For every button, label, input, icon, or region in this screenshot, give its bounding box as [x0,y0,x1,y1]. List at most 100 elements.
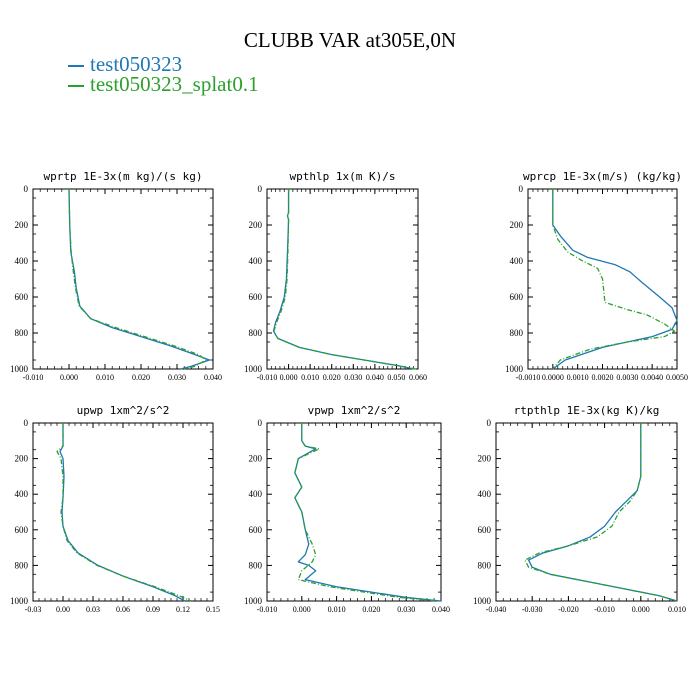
x-tick-label: 0.000 [280,373,298,382]
y-tick-label: 600 [15,292,29,302]
x-tick-label: 0.15 [206,605,220,614]
legend-label: test050323 [90,52,183,76]
legend-line-swatch [68,85,84,88]
page-title: CLUBB VAR at305E,0N [243,28,457,52]
series-line-test050323-splat0.1 [68,188,207,370]
series-line-test050323 [68,188,211,370]
legend-item-test050323: test050323 [68,52,182,77]
y-tick-label: 800 [15,560,29,570]
x-tick-label: 0.06 [116,605,130,614]
x-tick-label: 0.0000 [542,373,564,382]
x-tick-label: 0.0030 [616,373,638,382]
y-tick-label: 1000 [10,364,29,374]
y-tick-label: 0 [487,418,492,428]
series-line-test050323 [59,423,186,602]
y-tick-label: 600 [510,292,524,302]
x-tick-label: 0.040 [204,373,222,382]
chart-title: wpthlp 1x(m K)/s [290,170,396,183]
x-tick-label: -0.03 [25,605,42,614]
y-tick-label: 0 [258,184,263,194]
chart-panel-6: rtpthlp 1E-3x(kg K)/kg02004006008001000-… [473,404,686,614]
plot-frame [266,422,442,602]
x-tick-label: 0.020 [132,373,150,382]
x-tick-label: 0.010 [301,373,319,382]
x-tick-label: -0.010 [257,373,278,382]
x-tick-label: 0.09 [146,605,160,614]
y-tick-label: 0 [24,418,29,428]
x-tick-label: 0.03 [86,605,100,614]
y-tick-label: 200 [15,454,29,464]
x-tick-label: 0.020 [362,605,380,614]
y-tick-label: 800 [478,560,492,570]
x-tick-label: -0.020 [558,605,579,614]
y-tick-label: 400 [510,256,524,266]
y-tick-label: 0 [24,184,29,194]
series-line-test050323 [552,189,678,370]
x-tick-label: -0.040 [486,605,507,614]
plot-frame [495,422,678,602]
y-tick-label: 200 [249,220,263,230]
x-tick-label: 0.040 [366,373,384,382]
x-tick-label: 0.0040 [641,373,663,382]
x-tick-label: 0.040 [432,605,450,614]
y-tick-label: 1000 [244,364,263,374]
series-line-test050323-splat0.1 [56,423,192,602]
x-tick-label: 0.000 [293,605,311,614]
x-tick-label: 0.010 [96,373,114,382]
x-tick-label: 0.000 [60,373,78,382]
y-tick-label: 600 [249,525,263,535]
series-line-test050323-splat0.1 [273,189,416,370]
x-tick-label: 0.050 [387,373,405,382]
y-tick-label: 200 [249,454,263,464]
plot-frame [32,422,214,602]
y-tick-label: 0 [258,418,263,428]
y-tick-label: 600 [478,525,492,535]
y-tick-label: 800 [249,328,263,338]
y-tick-label: 400 [478,489,492,499]
legend-item-test050323-splat: test050323_splat0.1 [68,72,259,97]
x-tick-label: -0.010 [257,605,278,614]
y-tick-label: 200 [15,220,29,230]
x-tick-label: 0.0020 [592,373,614,382]
y-tick-label: 0 [519,184,524,194]
y-tick-label: 1000 [505,364,524,374]
chart-title: rtpthlp 1E-3x(kg K)/kg [514,404,660,417]
x-tick-label: 0.030 [344,373,362,382]
chart-title: upwp 1xm^2/s^2 [77,404,170,417]
y-tick-label: 800 [510,328,524,338]
y-tick-label: 1000 [10,596,29,606]
chart-title: vpwp 1xm^2/s^2 [308,404,401,417]
legend-label: test050323_splat0.1 [90,72,259,96]
x-tick-label: -0.010 [594,605,615,614]
chart-title: wprcp 1E-3x(m/s) (kg/kg) [523,170,682,183]
y-tick-label: 800 [15,328,29,338]
x-tick-label: 0.00 [56,605,70,614]
x-tick-label: 0.0050 [666,373,688,382]
x-tick-label: -0.030 [522,605,543,614]
x-tick-label: 0.0010 [567,373,589,382]
x-tick-label: 0.030 [168,373,186,382]
chart-panel-1: wprtp 1E-3x(m kg)/(s kg) 0 200 400 600 800 100… [10,170,222,382]
x-tick-label: -0.0010 [516,373,541,382]
plot-frame [266,188,419,370]
x-tick-label: 0.000 [632,605,650,614]
y-tick-label: 400 [249,256,263,266]
y-tick-label: 600 [15,525,29,535]
y-tick-label: 200 [478,454,492,464]
chart-title: wprtp 1E-3x(m kg)/(s kg) [44,170,203,183]
x-tick-label: 0.030 [397,605,415,614]
x-tick-label: 0.12 [176,605,190,614]
series-line-test050323 [272,189,414,370]
series-line-test050323-splat0.1 [524,423,678,602]
y-tick-label: 400 [249,489,263,499]
x-tick-label: 0.020 [323,373,341,382]
series-line-test050323 [294,423,442,602]
chart-panel-5: vpwp 1xm^2/s^2 0 200 400 600 800 1000-0.010 0.0… [244,404,450,614]
x-tick-label: 0.010 [328,605,346,614]
series-line-test050323-splat0.1 [552,189,676,370]
y-tick-label: 400 [15,256,29,266]
y-tick-label: 400 [15,489,29,499]
y-tick-label: 600 [249,292,263,302]
